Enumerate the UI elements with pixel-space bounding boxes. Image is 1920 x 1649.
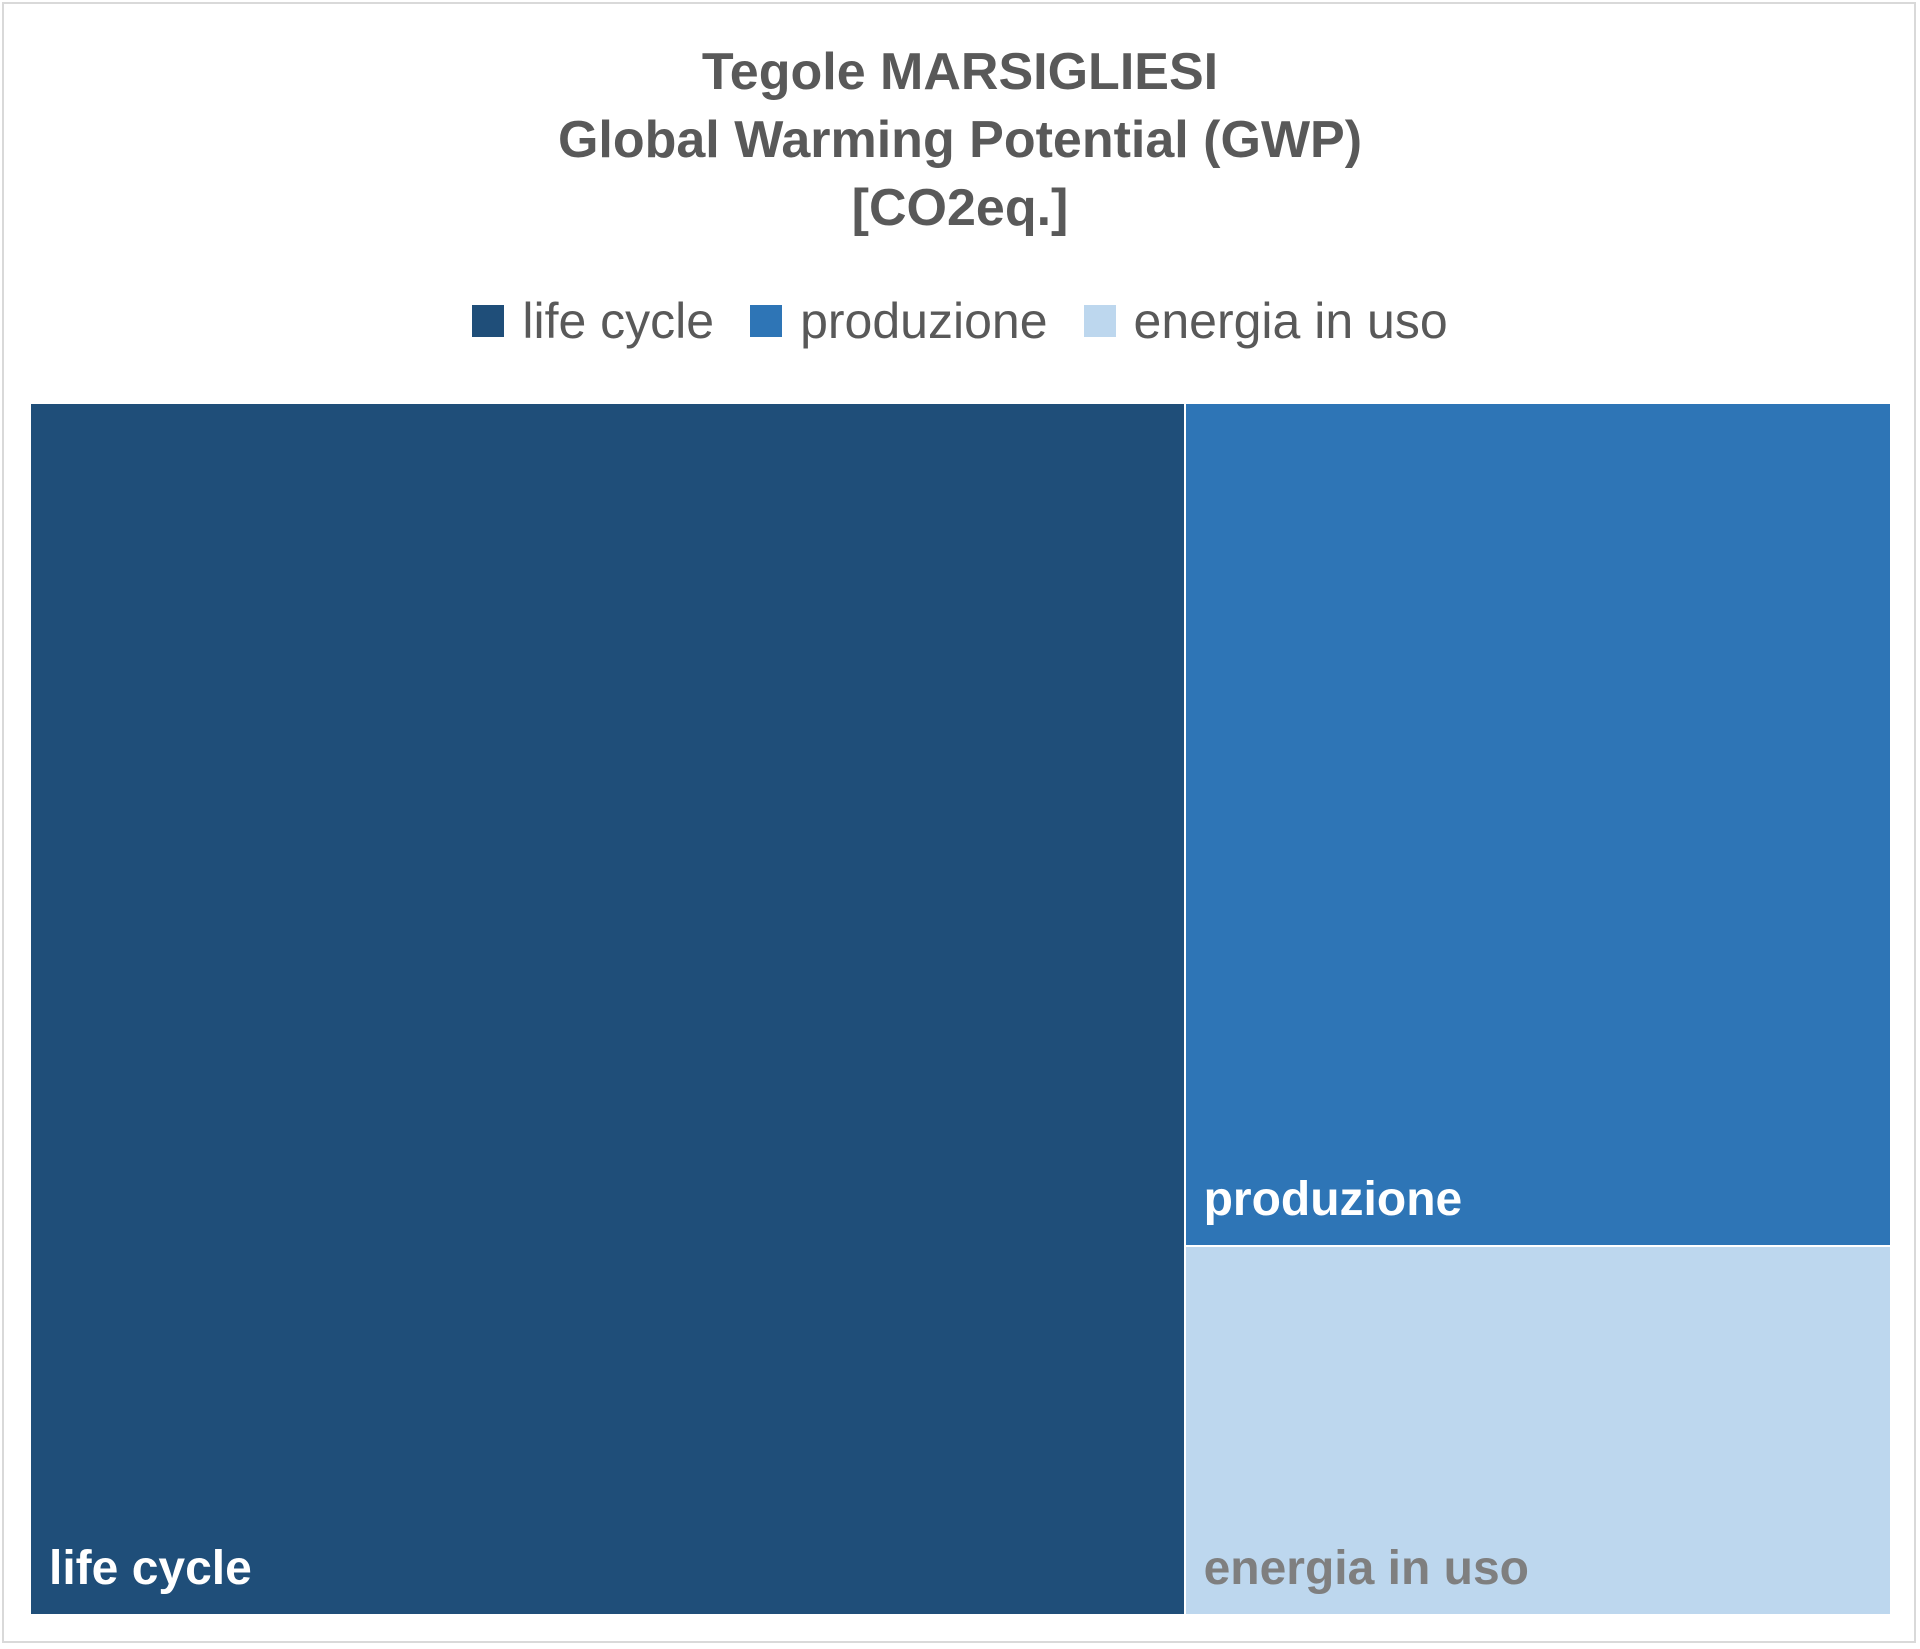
treemap-label-life-cycle: life cycle: [49, 1542, 252, 1595]
treemap-plot-area: life cycle produzione energia in uso: [31, 404, 1890, 1614]
legend-item-life-cycle: life cycle: [472, 292, 714, 350]
legend-swatch-energia-in-uso: [1083, 305, 1116, 337]
chart-title-line-2: Global Warming Potential (GWP): [557, 111, 1363, 169]
legend-label-life-cycle: life cycle: [522, 293, 715, 349]
treemap-label-energia-in-uso: energia in uso: [1203, 1541, 1529, 1595]
legend-swatch-life-cycle: [472, 305, 505, 337]
legend-item-produzione: produzione: [750, 292, 1048, 350]
treemap-label-produzione: produzione: [1203, 1172, 1463, 1226]
chart-title-line-1: Tegole MARSIGLIESI: [701, 43, 1219, 101]
treemap-tile-life-cycle: life cycle: [31, 404, 1184, 1614]
treemap-tile-energia-in-uso: energia in uso: [1185, 1246, 1890, 1614]
chart-title-line-3: [CO2eq.]: [851, 179, 1069, 237]
legend-label-produzione: produzione: [800, 293, 1048, 349]
legend-swatch-produzione: [750, 305, 783, 337]
treemap-tile-produzione: produzione: [1185, 404, 1890, 1245]
chart-title: Tegole MARSIGLIESI Global Warming Potent…: [0, 38, 1920, 242]
chart-legend: life cycle produzione energia in uso: [0, 292, 1920, 350]
legend-label-energia-in-uso: energia in uso: [1133, 293, 1448, 349]
legend-item-energia-in-uso: energia in uso: [1083, 292, 1448, 350]
